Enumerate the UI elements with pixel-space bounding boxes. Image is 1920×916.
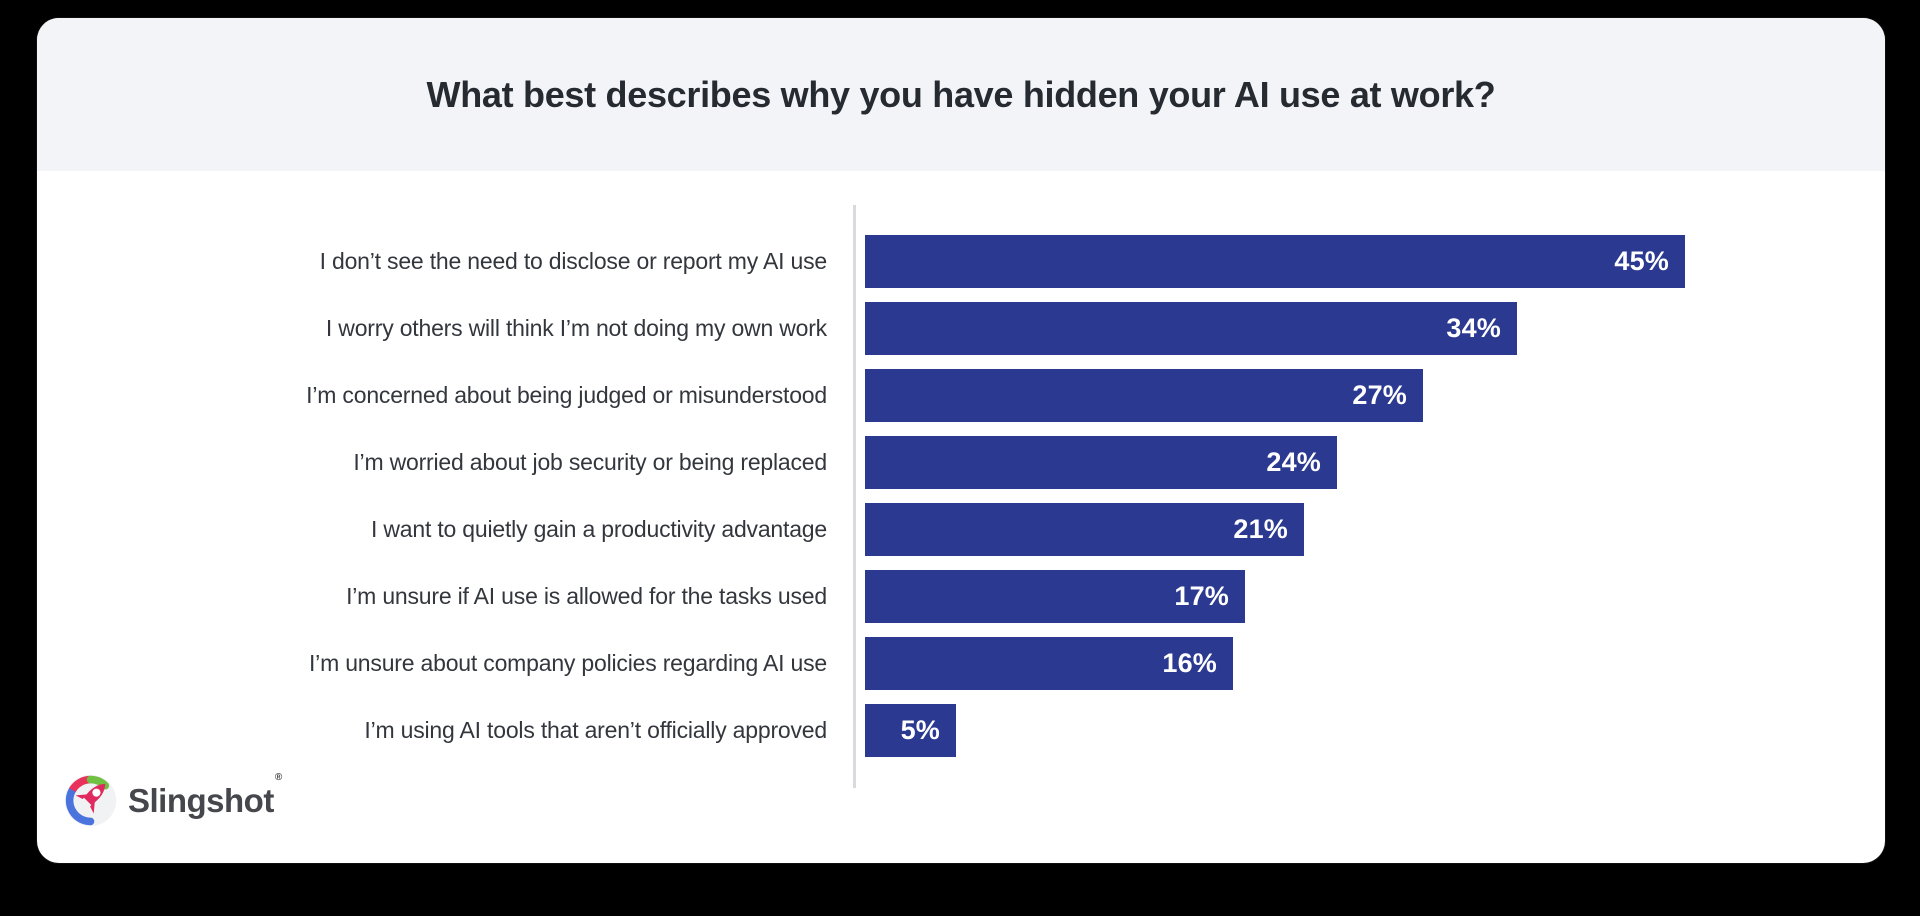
axis-baseline [853,205,856,788]
chart-card: What best describes why you have hidden … [37,18,1885,863]
category-label: I worry others will think I’m not doing … [325,315,827,341]
bar: 27% [865,369,1423,422]
category-label: I’m unsure about company policies regard… [308,650,827,676]
chart-row: I want to quietly gain a productivity ad… [37,496,1865,563]
registered-trademark-mark: ® [274,772,283,783]
category-label: I’m concerned about being judged or misu… [306,382,827,408]
chart-row: I worry others will think I’m not doing … [37,295,1865,362]
bar-chart: I don’t see the need to disclose or repo… [37,228,1865,764]
bar: 34% [865,302,1517,355]
category-label: I’m unsure if AI use is allowed for the … [346,583,827,609]
bar-value-label: 21% [1233,514,1288,544]
chart-row: I’m using AI tools that aren’t officiall… [37,697,1865,764]
category-label: I’m using AI tools that aren’t officiall… [364,717,827,743]
category-label: I’m worried about job security or being … [353,449,827,475]
bar: 24% [865,436,1337,489]
chart-title: What best describes why you have hidden … [426,73,1496,115]
bar-value-label: 5% [900,715,940,745]
chart-row: I’m unsure about company policies regard… [37,630,1865,697]
slingshot-rocket-icon [64,774,117,827]
bar: 5% [865,704,956,757]
chart-row: I’m concerned about being judged or misu… [37,362,1865,429]
bar: 17% [865,570,1245,623]
bar: 16% [865,637,1233,690]
bar-value-label: 27% [1352,380,1407,410]
bar-value-label: 45% [1614,246,1669,276]
logo-text: Slingshot [128,782,274,819]
bar: 45% [865,235,1685,288]
bar-value-label: 34% [1446,313,1501,343]
category-label: I don’t see the need to disclose or repo… [319,248,828,274]
chart-row: I’m unsure if AI use is allowed for the … [37,563,1865,630]
bar-value-label: 24% [1266,447,1321,477]
slingshot-wordmark: Slingshot® [128,772,282,819]
bar-value-label: 16% [1162,648,1217,678]
chart-row: I don’t see the need to disclose or repo… [37,228,1865,295]
bar: 21% [865,503,1304,556]
chart-row: I’m worried about job security or being … [37,429,1865,496]
category-label: I want to quietly gain a productivity ad… [370,516,827,542]
bar-value-label: 17% [1174,581,1229,611]
chart-header: What best describes why you have hidden … [37,18,1885,171]
slingshot-logo: Slingshot® [62,772,282,829]
